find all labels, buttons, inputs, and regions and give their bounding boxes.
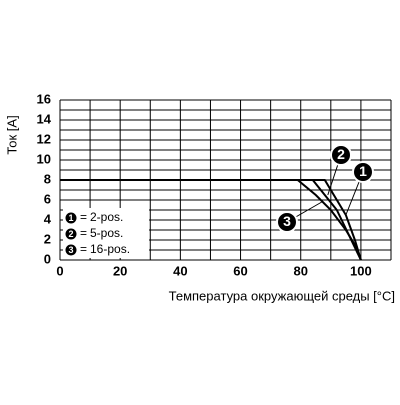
legend-box bbox=[63, 208, 149, 258]
x-axis-label: Температура окружающей среды [°C] bbox=[169, 288, 395, 303]
y-tick-label: 2 bbox=[44, 231, 51, 246]
legend-separator: = bbox=[80, 226, 87, 240]
series-badge bbox=[65, 228, 77, 240]
badge-number: 1 bbox=[359, 163, 367, 179]
legend-separator: = bbox=[80, 242, 87, 256]
legend-label: 5-pos. bbox=[90, 226, 123, 240]
x-tick-label: 0 bbox=[56, 263, 63, 278]
badge-number: 3 bbox=[68, 245, 73, 255]
y-tick-label: 12 bbox=[37, 131, 51, 146]
series-badge bbox=[330, 144, 352, 166]
x-tick-label: 100 bbox=[350, 263, 372, 278]
series-badge bbox=[276, 211, 298, 233]
y-tick-label: 8 bbox=[44, 171, 51, 186]
x-tick-label: 20 bbox=[113, 263, 127, 278]
badge-number: 3 bbox=[283, 213, 291, 229]
badge-number: 2 bbox=[337, 146, 345, 162]
legend: 1 = 2-pos.2 = 5-pos.3 = 16-pos. bbox=[63, 208, 149, 258]
series-badge bbox=[65, 244, 77, 256]
y-tick-label: 16 bbox=[37, 91, 51, 106]
x-tick-label: 80 bbox=[293, 263, 307, 278]
series-badge bbox=[65, 212, 77, 224]
line bbox=[60, 179, 362, 261]
y-tick-label: 0 bbox=[44, 251, 51, 266]
badge-number: 1 bbox=[68, 213, 73, 223]
x-tick-label: 60 bbox=[233, 263, 247, 278]
y-tick-label: 14 bbox=[37, 111, 52, 126]
y-tick-label: 4 bbox=[44, 211, 52, 226]
legend-separator: = bbox=[80, 210, 87, 224]
legend-label: 16-pos. bbox=[90, 242, 130, 256]
series-badge bbox=[352, 161, 374, 183]
y-tick-label: 6 bbox=[44, 191, 51, 206]
x-tick-label: 40 bbox=[173, 263, 187, 278]
y-axis-label: Ток [A] bbox=[4, 115, 19, 154]
badge-number: 2 bbox=[68, 229, 73, 239]
legend-label: 2-pos. bbox=[90, 210, 123, 224]
y-tick-label: 10 bbox=[37, 151, 51, 166]
